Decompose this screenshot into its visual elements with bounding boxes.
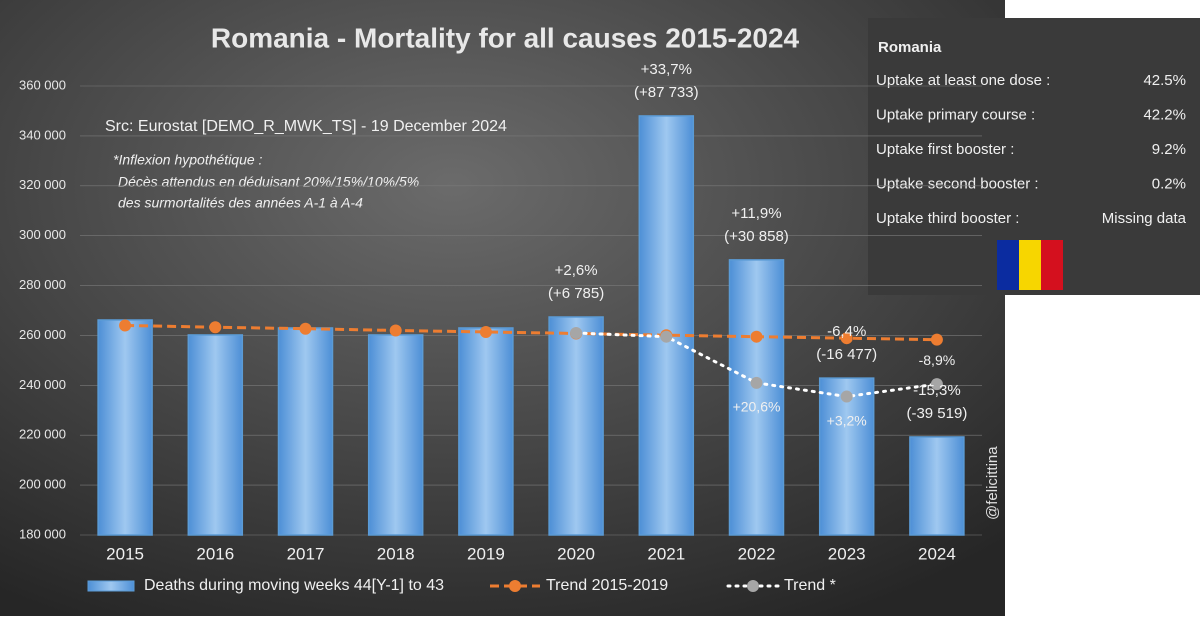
bar <box>277 327 334 536</box>
trend-marker <box>750 376 763 389</box>
y-tick-label: 180 000 <box>19 526 66 541</box>
flag-yellow <box>1019 240 1041 290</box>
trend-label: -8,9% <box>919 352 956 368</box>
x-tick-label: 2016 <box>196 544 234 563</box>
trend-marker <box>570 326 583 339</box>
trend-marker <box>750 330 763 343</box>
x-tick-label: 2023 <box>828 544 866 563</box>
watermark: @felicittina <box>984 446 1001 520</box>
x-tick-label: 2024 <box>918 544 956 563</box>
legend-label: Deaths during moving weeks 44[Y-1] to 43 <box>144 577 444 594</box>
trend-marker <box>840 390 853 403</box>
panel-row-value: 42.5% <box>1143 72 1186 89</box>
x-tick-label: 2019 <box>467 544 505 563</box>
note: *Inflexion hypothétique : <box>113 152 263 168</box>
y-tick-label: 320 000 <box>19 177 66 192</box>
chart-title: Romania - Mortality for all causes 2015-… <box>211 22 800 53</box>
trend-marker <box>299 322 312 335</box>
note: Décès attendus en déduisant 20%/15%/10%/… <box>118 174 419 190</box>
bar <box>728 259 785 536</box>
bar <box>367 334 424 536</box>
trend-marker <box>930 333 943 346</box>
flag-blue <box>997 240 1019 290</box>
legend-label: Trend * <box>784 577 836 594</box>
bar-label: (+87 733) <box>634 84 699 101</box>
trend-label: +20,6% <box>733 399 781 415</box>
trend-marker <box>840 332 853 345</box>
y-tick-label: 340 000 <box>19 127 66 142</box>
y-tick-label: 280 000 <box>19 277 66 292</box>
bar-label: (+30 858) <box>724 228 789 245</box>
y-tick-label: 260 000 <box>19 327 66 342</box>
trend-marker <box>119 319 132 332</box>
bar-label: (+6 785) <box>548 285 604 302</box>
flag-red <box>1041 240 1063 290</box>
panel-row-label: Uptake primary course : <box>876 106 1035 123</box>
bar-label: +33,7% <box>641 61 692 78</box>
bar <box>548 316 604 536</box>
panel-row-label: Uptake second booster : <box>876 175 1039 192</box>
x-tick-label: 2022 <box>738 544 776 563</box>
trend-marker <box>389 324 402 337</box>
info-panel: Romania Uptake at least one dose : 42.5% U… <box>868 18 1200 295</box>
trend-line <box>125 323 937 342</box>
y-tick-label: 360 000 <box>19 77 66 92</box>
bar <box>97 319 153 536</box>
bar-label: -6,4% <box>827 323 866 340</box>
bar-label: (-39 519) <box>906 405 967 422</box>
y-tick-label: 300 000 <box>19 227 66 242</box>
y-tick-label: 200 000 <box>19 477 66 492</box>
panel-row-value: 0.2% <box>1152 175 1186 192</box>
bar <box>638 115 695 536</box>
bar-label: +11,9% <box>731 205 781 222</box>
legend-marker <box>509 580 521 592</box>
bar-label: (-16 477) <box>816 346 877 363</box>
bar <box>187 334 244 536</box>
y-tick-label: 220 000 <box>19 427 66 442</box>
trend-marker <box>209 321 222 334</box>
bar <box>458 327 514 536</box>
panel-row-value: Missing data <box>1102 210 1187 227</box>
bar-label: -15,3% <box>913 382 961 399</box>
panel-title: Romania <box>878 39 942 56</box>
source: Src: Eurostat [DEMO_R_MWK_TS] - 19 Decem… <box>105 118 507 135</box>
trend-marker <box>660 330 673 343</box>
legend-label: Trend 2015-2019 <box>546 577 668 594</box>
trend-marker <box>930 378 943 391</box>
x-tick-label: 2020 <box>557 544 595 563</box>
x-tick-label: 2017 <box>287 544 325 563</box>
legend-marker <box>747 580 759 592</box>
legend-swatch <box>87 580 135 592</box>
bar <box>909 436 965 536</box>
trend-marker <box>479 325 492 338</box>
panel-row-label: Uptake third booster : <box>876 210 1019 227</box>
panel-row-value: 9.2% <box>1152 141 1186 158</box>
trend-label: +3,2% <box>827 412 867 428</box>
panel-row-label: Uptake first booster : <box>876 141 1014 158</box>
panel-row-label: Uptake at least one dose : <box>876 72 1050 89</box>
y-tick-label: 240 000 <box>19 377 66 392</box>
panel-row-value: 42.2% <box>1143 106 1186 123</box>
x-tick-label: 2021 <box>647 544 685 563</box>
note: des surmortalités des années A-1 à A-4 <box>118 195 363 211</box>
x-tick-label: 2015 <box>106 544 144 563</box>
x-tick-label: 2018 <box>377 544 415 563</box>
bar-label: +2,6% <box>555 262 598 279</box>
bar <box>818 377 875 536</box>
